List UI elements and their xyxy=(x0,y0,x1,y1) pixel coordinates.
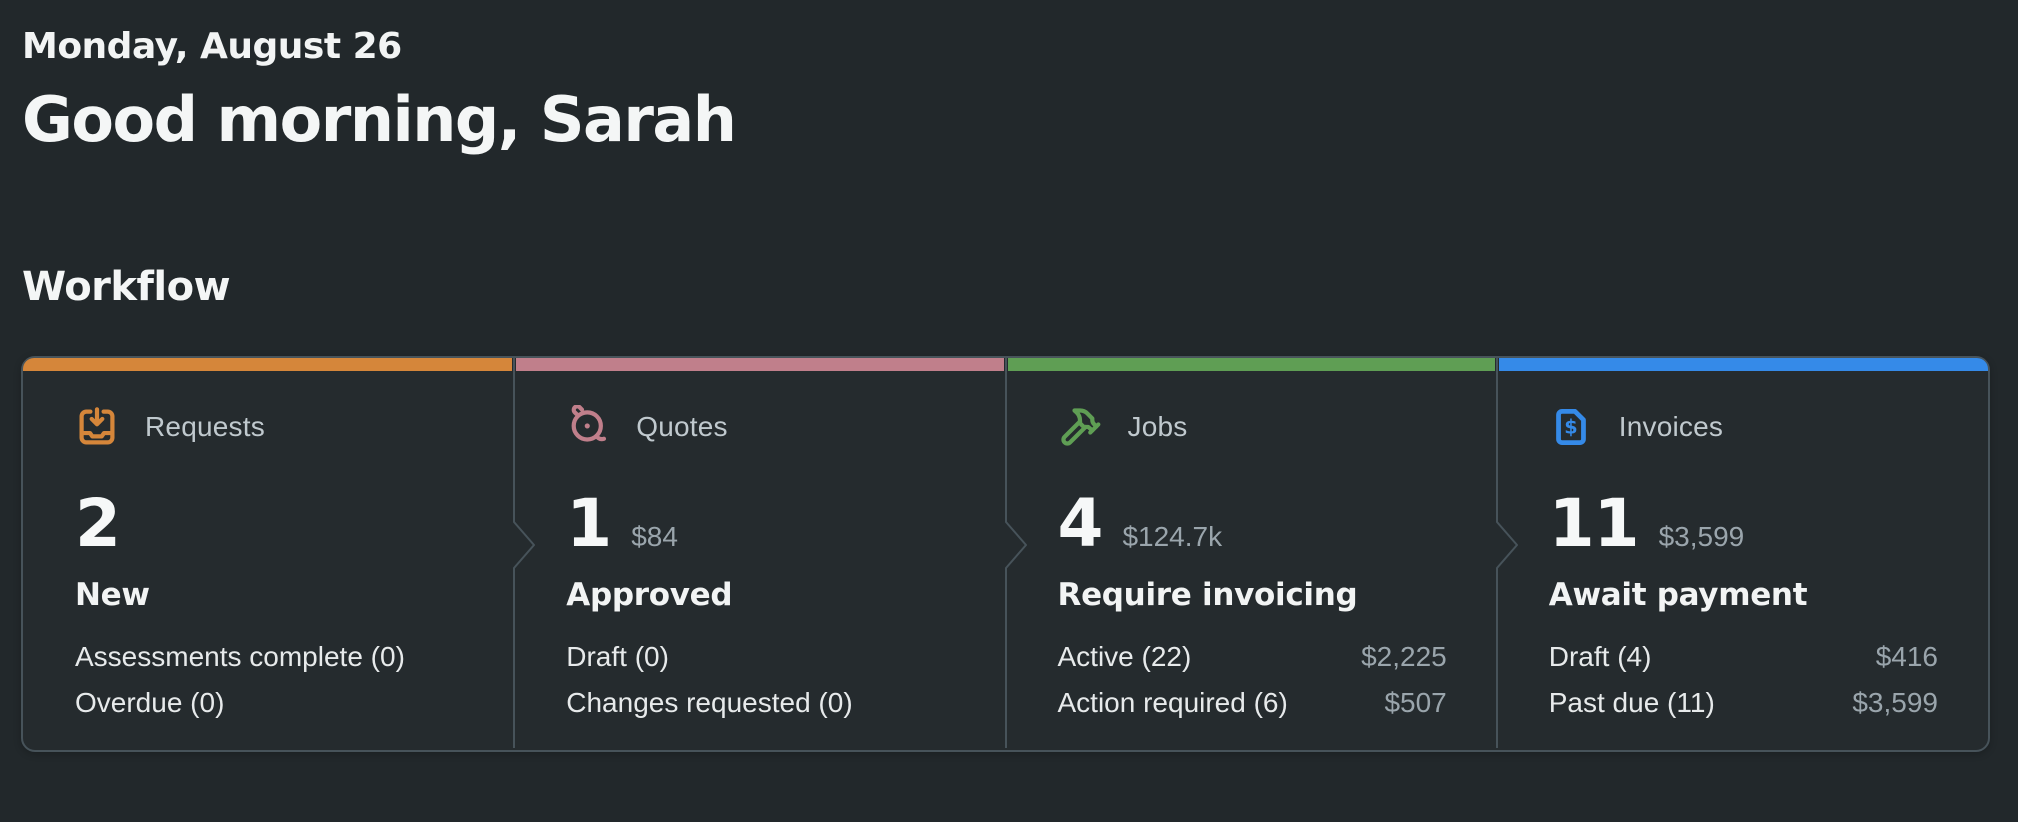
stat-value: $416 xyxy=(1875,641,1938,672)
quotes-amount: $84 xyxy=(631,521,678,552)
stat-row[interactable]: Changes requested (0) xyxy=(566,687,955,719)
dashboard-page: Monday, August 26 Good morning, Sarah Wo… xyxy=(0,26,2018,752)
workflow-board: Requests 2 New Assessments complete (0) … xyxy=(21,356,1990,752)
tape-measure-icon xyxy=(566,405,610,449)
stat-row[interactable]: Overdue (0) xyxy=(75,687,464,719)
stat-value: $2,225 xyxy=(1361,641,1447,672)
greeting-title: Good morning, Sarah xyxy=(22,83,737,156)
quotes-count: 1 xyxy=(566,485,612,562)
stat-label: Active (22) xyxy=(1057,641,1192,672)
requests-status-link[interactable]: New xyxy=(75,577,150,613)
stat-row[interactable]: Action required (6) $507 xyxy=(1058,687,1447,719)
stat-value: $3,599 xyxy=(1852,687,1938,718)
invoices-accent-bar xyxy=(1498,358,1988,371)
card-name: Requests xyxy=(145,411,265,442)
stat-row[interactable]: Active (22) $2,225 xyxy=(1058,641,1447,673)
stat-label: Draft (0) xyxy=(566,641,669,672)
svg-text:$: $ xyxy=(1564,416,1577,439)
workflow-card-quotes[interactable]: Quotes 1 $84 Approved Draft (0) Changes … xyxy=(513,356,1005,750)
workflow-section-title: Workflow xyxy=(22,264,231,310)
requests-count: 2 xyxy=(75,485,121,562)
workflow-card-requests[interactable]: Requests 2 New Assessments complete (0) … xyxy=(23,358,514,750)
quotes-status-link[interactable]: Approved xyxy=(566,577,733,613)
hammer-icon xyxy=(1058,405,1102,449)
inbox-request-icon xyxy=(75,405,119,449)
jobs-count: 4 xyxy=(1057,485,1104,562)
card-name: Jobs xyxy=(1127,411,1188,442)
quotes-accent-bar xyxy=(516,358,1004,371)
stat-label: Changes requested (0) xyxy=(566,687,853,718)
stat-row[interactable]: Past due (11) $3,599 xyxy=(1549,687,1938,719)
stat-row[interactable]: Draft (4) $416 xyxy=(1549,641,1938,673)
stat-row[interactable]: Draft (0) xyxy=(566,641,955,673)
invoices-amount: $3,599 xyxy=(1658,521,1745,552)
stat-value: $507 xyxy=(1384,687,1447,718)
invoices-count: 11 xyxy=(1548,485,1640,562)
stat-row[interactable]: Assessments complete (0) xyxy=(75,641,464,673)
jobs-status-link[interactable]: Require invoicing xyxy=(1057,577,1358,613)
page-header: Monday, August 26 Good morning, Sarah xyxy=(0,26,2018,156)
jobs-accent-bar xyxy=(1007,358,1495,371)
card-name: Invoices xyxy=(1618,411,1724,442)
invoice-dollar-icon: $ xyxy=(1549,405,1593,449)
requests-accent-bar xyxy=(23,358,513,371)
workflow-card-jobs[interactable]: Jobs 4 $124.7k Require invoicing Active … xyxy=(1004,356,1497,750)
stat-label: Action required (6) xyxy=(1057,687,1288,718)
stat-label: Draft (4) xyxy=(1548,641,1652,672)
card-name: Quotes xyxy=(636,411,728,442)
stat-label: Assessments complete (0) xyxy=(75,641,405,672)
header-date: Monday, August 26 xyxy=(22,26,402,67)
invoices-status-link[interactable]: Await payment xyxy=(1548,577,1808,613)
workflow-card-invoices[interactable]: $ Invoices 11 $3,599 Await payment Draft… xyxy=(1495,356,1988,750)
stat-label: Past due (11) xyxy=(1548,687,1715,718)
stat-label: Overdue (0) xyxy=(75,687,225,718)
jobs-amount: $124.7k xyxy=(1122,521,1223,552)
